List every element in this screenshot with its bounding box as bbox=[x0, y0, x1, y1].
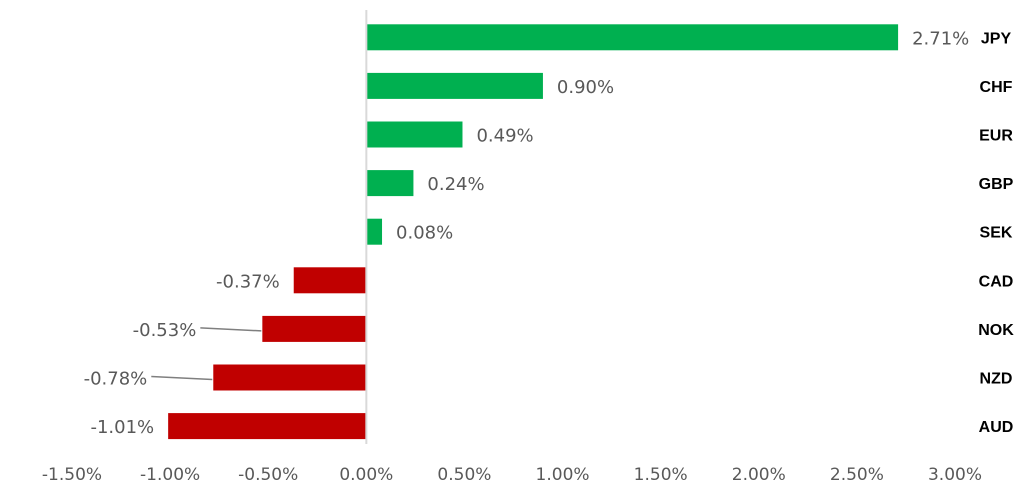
bar-aud bbox=[168, 413, 367, 440]
data-label-aud: -1.01% bbox=[90, 417, 154, 438]
bar-gbp bbox=[366, 170, 414, 197]
category-label-sek: SEK bbox=[980, 225, 1013, 242]
bar-eur bbox=[366, 121, 463, 148]
data-label-nok: -0.53% bbox=[133, 320, 197, 341]
leader-line-nzd bbox=[151, 375, 213, 381]
category-label-gbp: GBP bbox=[979, 176, 1014, 193]
category-label-nzd: NZD bbox=[980, 371, 1013, 388]
x-tick-label: -0.50% bbox=[238, 465, 298, 485]
x-tick-label: -1.50% bbox=[42, 465, 102, 485]
x-tick-label: 2.50% bbox=[830, 465, 884, 485]
data-label-jpy: 2.71% bbox=[912, 28, 969, 49]
data-label-chf: 0.90% bbox=[557, 77, 614, 98]
data-label-nzd: -0.78% bbox=[84, 369, 148, 390]
bar-chf bbox=[366, 72, 543, 99]
data-label-cad: -0.37% bbox=[216, 271, 280, 292]
category-label-eur: EUR bbox=[979, 128, 1013, 145]
data-label-eur: 0.49% bbox=[476, 126, 533, 147]
bar-jpy bbox=[366, 24, 899, 51]
x-tick-label: 1.00% bbox=[536, 465, 590, 485]
data-label-gbp: 0.24% bbox=[427, 174, 484, 195]
category-label-chf: CHF bbox=[980, 79, 1013, 96]
x-tick-label: 0.00% bbox=[339, 465, 393, 485]
bar-sek bbox=[366, 218, 383, 245]
category-label-jpy: JPY bbox=[981, 30, 1012, 47]
x-tick-label: -1.00% bbox=[140, 465, 200, 485]
bar-nok bbox=[262, 315, 367, 342]
x-tick-label: 1.50% bbox=[634, 465, 688, 485]
category-label-nok: NOK bbox=[978, 322, 1014, 339]
category-label-cad: CAD bbox=[979, 273, 1014, 290]
leader-line-nok bbox=[200, 327, 262, 332]
category-label-aud: AUD bbox=[979, 419, 1014, 436]
bar-cad bbox=[293, 267, 367, 294]
bar-nzd bbox=[213, 364, 367, 391]
x-tick-label: 0.50% bbox=[437, 465, 491, 485]
x-tick-label: 2.00% bbox=[732, 465, 786, 485]
data-label-sek: 0.08% bbox=[396, 223, 453, 244]
x-tick-label: 3.00% bbox=[928, 465, 982, 485]
